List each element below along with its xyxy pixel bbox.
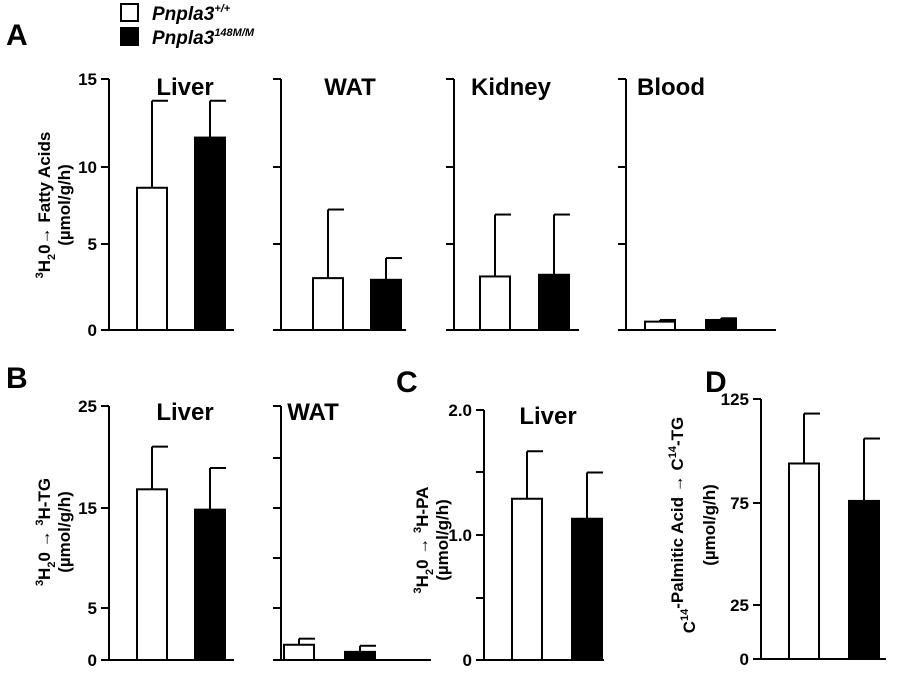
y-tick-label: 5 bbox=[88, 599, 97, 618]
chart-panel-6: WAT bbox=[273, 399, 431, 662]
y-tick-label: 0 bbox=[463, 651, 472, 670]
bar-wt bbox=[312, 277, 344, 332]
panel-title: Kidney bbox=[471, 74, 552, 101]
panel-letter: D bbox=[705, 366, 727, 399]
bar-wt bbox=[283, 643, 315, 662]
panel-title: WAT bbox=[324, 74, 376, 101]
legend-swatch-mut bbox=[120, 27, 139, 46]
chart-panel-7: 0 1.0 2.0 Liver C 3H20 → 3H-PA (µmol/g/h) bbox=[396, 366, 604, 670]
legend-label-mut: Pnpla3148M/M bbox=[152, 27, 255, 49]
bar-wt bbox=[644, 320, 676, 331]
panel-title: Liver bbox=[156, 74, 213, 101]
panel-title: Liver bbox=[519, 403, 576, 430]
legend-label-wt: Pnpla3+/+ bbox=[152, 3, 231, 25]
panel-letter: A bbox=[6, 19, 28, 52]
y-tick-label: 0 bbox=[740, 650, 749, 669]
y-axis-label-units: (µmol/g/h) bbox=[55, 491, 74, 573]
bar-mut bbox=[370, 278, 402, 331]
panel-letter: C bbox=[396, 366, 418, 399]
y-axis-label: 3H20 → 3H-TG bbox=[34, 478, 58, 586]
y-tick-label: 1.0 bbox=[448, 526, 472, 545]
chart-panel-2: WAT bbox=[273, 74, 406, 332]
bar-mut bbox=[194, 508, 226, 661]
panel-title: Blood bbox=[637, 74, 705, 101]
y-tick-label: 125 bbox=[721, 390, 749, 409]
chart-panel-4: Blood bbox=[618, 74, 776, 331]
bar-wt bbox=[136, 186, 168, 331]
bar-wt bbox=[511, 497, 543, 661]
bar-mut bbox=[344, 650, 376, 662]
bar-mut bbox=[705, 318, 737, 331]
bar-mut bbox=[571, 517, 603, 661]
y-tick-label: 15 bbox=[78, 70, 97, 89]
y-tick-label: 0 bbox=[88, 321, 97, 340]
panel-title: WAT bbox=[287, 399, 339, 426]
legend: Pnpla3+/+ Pnpla3148M/M bbox=[120, 3, 255, 49]
chart-panel-1: 0 5 10 15 Liver A 3H20→ Fatty Acids (µmol/g/h) bbox=[6, 19, 234, 340]
y-axis-label-units: (µmol/g/h) bbox=[433, 499, 452, 581]
bar-mut bbox=[538, 273, 570, 331]
chart-panel-3: Kidney bbox=[446, 74, 579, 332]
y-tick-label: 10 bbox=[78, 158, 97, 177]
legend-swatch-wt bbox=[120, 3, 139, 22]
y-axis-label: 3H20 → 3H-PA bbox=[412, 487, 436, 594]
y-axis-label-units: (µmol/g/h) bbox=[700, 484, 719, 566]
y-tick-label: 25 bbox=[730, 596, 749, 615]
bar-mut bbox=[194, 136, 226, 331]
bar-wt bbox=[136, 488, 168, 662]
panel-title: Liver bbox=[156, 399, 213, 426]
y-axis-label: 3H20→ Fatty Acids bbox=[34, 132, 58, 279]
panel-letter: B bbox=[6, 362, 28, 395]
y-axis-label-units: (µmol/g/h) bbox=[55, 164, 74, 246]
y-tick-label: 5 bbox=[88, 235, 97, 254]
bar-mut bbox=[848, 499, 880, 661]
y-tick-label: 0 bbox=[88, 651, 97, 670]
y-tick-label: 15 bbox=[78, 499, 97, 518]
bar-wt bbox=[788, 462, 820, 661]
y-tick-label: 75 bbox=[730, 494, 749, 513]
y-tick-label: 25 bbox=[78, 397, 97, 416]
y-tick-label: 2.0 bbox=[448, 401, 472, 420]
chart-panel-5: 0 5 15 25 Liver B 3H20 → 3H-TG (µmol/g/h) bbox=[6, 362, 234, 670]
y-axis-label: C14-Palmitic Acid → C14-TG bbox=[667, 417, 699, 634]
bar-wt bbox=[479, 275, 511, 332]
